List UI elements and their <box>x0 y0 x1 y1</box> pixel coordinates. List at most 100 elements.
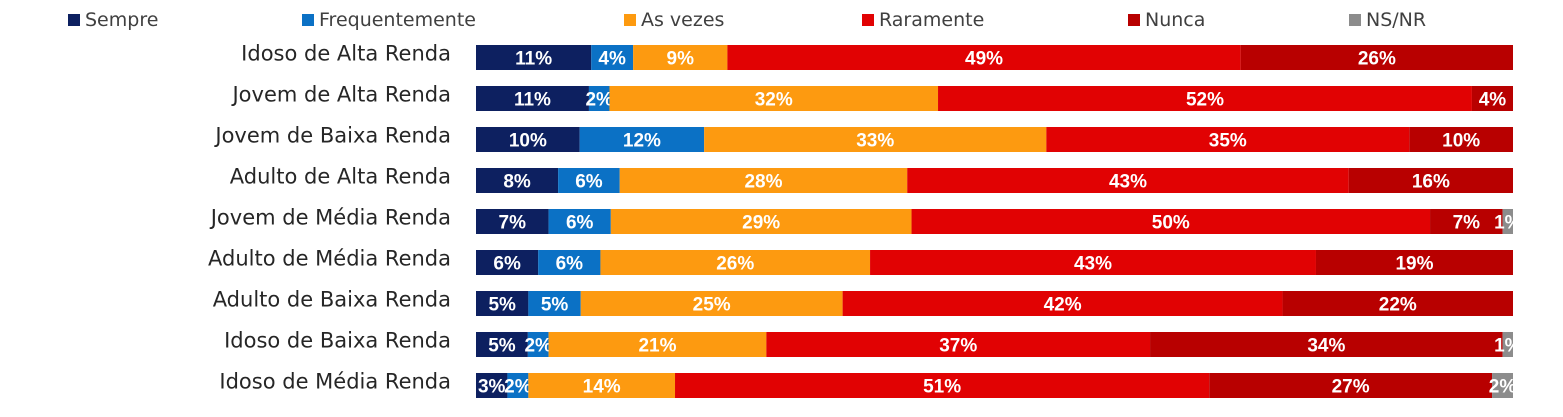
data-label-sempre: 10% <box>509 131 547 152</box>
bar-segment-ns-nr <box>1502 209 1513 234</box>
bar-segment-raramente <box>938 86 1472 111</box>
data-label-frequentemente: 12% <box>623 131 661 152</box>
bar-segment-frequentemente <box>588 86 610 111</box>
bar-segment-frequentemente <box>558 168 620 193</box>
data-label-as-vezes: 32% <box>755 90 793 111</box>
data-label-nunca: 4% <box>1479 90 1507 111</box>
category-label: Adulto de Média Renda <box>208 247 451 271</box>
data-label-nunca: 34% <box>1307 336 1345 357</box>
legend-swatch-sempre <box>68 14 80 26</box>
category-label: Idoso de Alta Renda <box>241 42 451 66</box>
data-label-raramente: 43% <box>1109 172 1147 193</box>
bar-segment-as-vezes <box>528 373 676 398</box>
bar-segment-nunca <box>1471 86 1513 111</box>
data-label-sempre: 5% <box>488 336 516 357</box>
data-label-raramente: 42% <box>1044 295 1082 316</box>
bars: 11% 4% 9% 49% 26% 11% 2% 32% 52% 4% 10% 12% 33% 35% 10… <box>476 45 1522 398</box>
legend-label-ns-nr: NS/NR <box>1366 9 1426 31</box>
bar-segment-frequentemente <box>507 373 529 398</box>
bar-segment-nunca <box>1209 373 1493 398</box>
bar-segment-raramente <box>766 332 1151 357</box>
bar-segment-raramente <box>1046 127 1410 152</box>
data-label-as-vezes: 28% <box>744 172 782 193</box>
category-label: Jovem de Baixa Renda <box>213 124 451 148</box>
data-label-as-vezes: 33% <box>856 131 894 152</box>
category-label: Jovem de Alta Renda <box>230 83 451 107</box>
data-label-raramente: 52% <box>1186 90 1224 111</box>
legend-swatch-frequentemente <box>302 14 314 26</box>
data-label-ns-nr: 1% <box>1494 336 1522 357</box>
data-label-frequentemente: 2% <box>524 336 552 357</box>
category-label: Jovem de Média Renda <box>209 206 451 230</box>
category-label: Idoso de Média Renda <box>219 370 451 394</box>
data-label-sempre: 11% <box>515 49 552 70</box>
data-label-as-vezes: 29% <box>742 213 780 234</box>
data-label-nunca: 27% <box>1332 377 1370 398</box>
data-label-sempre: 6% <box>493 254 521 275</box>
bar-segment-nunca <box>1348 168 1513 193</box>
data-label-frequentemente: 4% <box>598 49 626 70</box>
data-label-sempre: 7% <box>499 213 527 234</box>
data-label-nunca: 16% <box>1412 172 1450 193</box>
legend-swatch-ns-nr <box>1349 14 1361 26</box>
data-label-as-vezes: 21% <box>638 336 676 357</box>
data-label-frequentemente: 6% <box>575 172 603 193</box>
data-label-nunca: 22% <box>1379 295 1417 316</box>
data-label-raramente: 49% <box>965 49 1003 70</box>
data-label-frequentemente: 2% <box>585 90 613 111</box>
data-label-nunca: 7% <box>1453 213 1481 234</box>
data-label-raramente: 37% <box>939 336 977 357</box>
bar-segment-nunca <box>1150 332 1503 357</box>
data-label-raramente: 50% <box>1152 213 1190 234</box>
bar-segment-as-vezes <box>548 332 767 357</box>
bar-segment-frequentemente <box>538 250 601 275</box>
bar-segment-sempre <box>476 86 589 111</box>
bar-segment-sempre <box>476 127 580 152</box>
data-label-nunca: 26% <box>1358 49 1396 70</box>
category-label: Idoso de Baixa Renda <box>224 329 451 353</box>
bar-segment-as-vezes <box>619 168 908 193</box>
data-label-as-vezes: 25% <box>693 295 731 316</box>
bar-segment-raramente <box>907 168 1349 193</box>
data-label-sempre: 5% <box>488 295 516 316</box>
legend-label-raramente: Raramente <box>879 9 984 31</box>
legend: Sempre Frequentemente As vezes Raramente Nun… <box>68 9 1426 31</box>
legend-swatch-as-vezes <box>624 14 636 26</box>
legend-label-frequentemente: Frequentemente <box>319 9 476 31</box>
bar-segment-sempre <box>476 168 559 193</box>
bar-segment-as-vezes <box>633 45 728 70</box>
bar-segment-sempre <box>476 250 539 275</box>
bar-segment-sempre <box>476 291 529 316</box>
category-labels: Idoso de Alta Renda Jovem de Alta Renda Jo… <box>208 42 451 394</box>
bar-segment-raramente <box>842 291 1283 316</box>
bar-segment-sempre <box>476 373 508 398</box>
bar-segment-raramente <box>675 373 1210 398</box>
data-label-nunca: 10% <box>1442 131 1480 152</box>
data-label-as-vezes: 9% <box>667 49 695 70</box>
legend-swatch-nunca <box>1128 14 1140 26</box>
category-label: Adulto de Baixa Renda <box>213 288 451 312</box>
bar-segment-frequentemente <box>527 332 549 357</box>
data-label-frequentemente: 5% <box>541 295 569 316</box>
bar-segment-sempre <box>476 45 592 70</box>
bar-segment-nunca <box>1315 250 1513 275</box>
bar-segment-as-vezes <box>600 250 871 275</box>
data-label-sempre: 11% <box>514 90 551 111</box>
bar-segment-sempre <box>476 209 549 234</box>
bar-segment-as-vezes <box>580 291 843 316</box>
data-label-raramente: 43% <box>1074 254 1112 275</box>
bar-segment-nunca <box>1282 291 1513 316</box>
bar-segment-raramente <box>911 209 1431 234</box>
data-label-ns-nr: 2% <box>1489 377 1517 398</box>
data-label-as-vezes: 26% <box>716 254 754 275</box>
bar-segment-nunca <box>1430 209 1503 234</box>
bar-segment-raramente <box>870 250 1316 275</box>
data-label-as-vezes: 14% <box>583 377 621 398</box>
bar-segment-ns-nr <box>1502 332 1513 357</box>
data-label-ns-nr: 1% <box>1494 213 1522 234</box>
bar-segment-sempre <box>476 332 528 357</box>
bar-segment-frequentemente <box>579 127 705 152</box>
bar-segment-ns-nr <box>1492 373 1513 398</box>
data-label-sempre: 3% <box>478 377 506 398</box>
